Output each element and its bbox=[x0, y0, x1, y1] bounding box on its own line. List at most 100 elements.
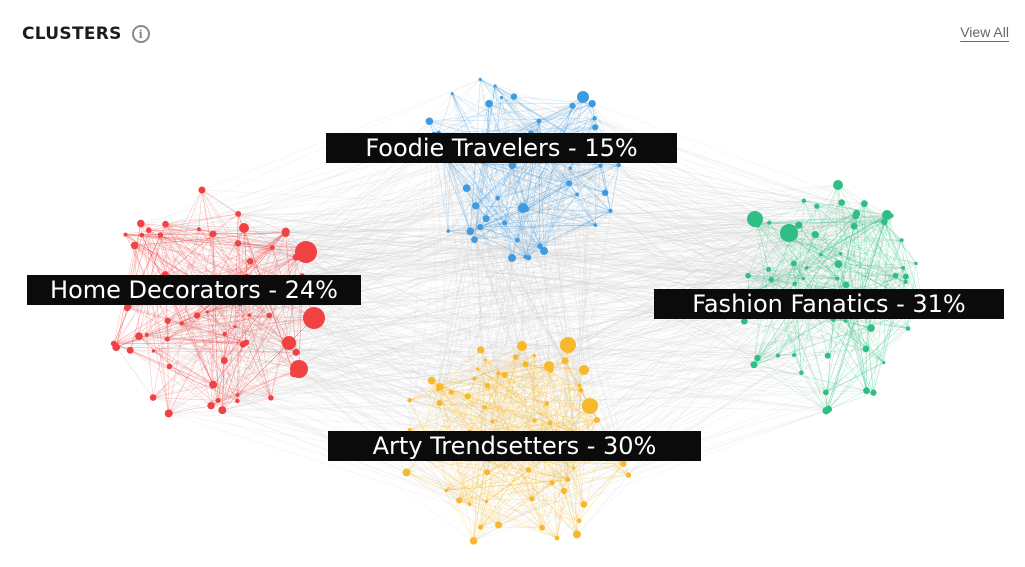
cluster-node bbox=[517, 341, 527, 351]
cluster-node bbox=[819, 252, 823, 257]
cluster-node bbox=[566, 180, 573, 187]
cluster-node bbox=[137, 219, 145, 228]
cluster-node bbox=[792, 352, 797, 357]
cluster-node bbox=[576, 518, 582, 524]
cluster-node bbox=[892, 272, 899, 279]
cluster-node bbox=[437, 384, 441, 388]
cluster-node bbox=[164, 317, 171, 324]
cluster-node bbox=[523, 254, 528, 259]
view-all-link[interactable]: View All bbox=[960, 24, 1009, 40]
cluster-node bbox=[792, 281, 798, 287]
cluster-node bbox=[767, 220, 772, 225]
cluster-node bbox=[469, 537, 478, 545]
cluster-node bbox=[561, 357, 569, 365]
cluster-label-foodie-travelers[interactable]: Foodie Travelers - 15% bbox=[326, 133, 677, 163]
cluster-node bbox=[482, 405, 487, 410]
cluster-node bbox=[303, 307, 325, 329]
cluster-node bbox=[215, 397, 221, 404]
cluster-label-home-decorators[interactable]: Home Decorators - 24% bbox=[27, 275, 361, 305]
cluster-node bbox=[179, 321, 184, 326]
cluster-node bbox=[144, 332, 149, 337]
cluster-node bbox=[268, 395, 274, 401]
cluster-node bbox=[162, 220, 169, 228]
cluster-node bbox=[164, 336, 170, 342]
cluster-node bbox=[467, 502, 472, 507]
cluster-node bbox=[471, 236, 478, 244]
cluster-node bbox=[565, 477, 571, 483]
cluster-label-arty-trendsetters[interactable]: Arty Trendsetters - 30% bbox=[328, 431, 701, 461]
cluster-node bbox=[532, 353, 536, 358]
cluster-node bbox=[247, 313, 252, 317]
cluster-node bbox=[901, 265, 906, 270]
cluster-node bbox=[472, 376, 477, 381]
cluster-node bbox=[209, 380, 218, 389]
cluster-node bbox=[577, 91, 589, 103]
cluster-node bbox=[218, 406, 227, 415]
cluster-node bbox=[790, 260, 797, 267]
cluster-node bbox=[448, 389, 454, 395]
cluster-node bbox=[508, 254, 516, 262]
cluster-node bbox=[592, 124, 599, 131]
cluster-node bbox=[608, 208, 613, 214]
cluster-node bbox=[824, 352, 831, 359]
cluster-node bbox=[579, 365, 589, 375]
cluster-node bbox=[234, 240, 242, 247]
cluster-node bbox=[157, 232, 164, 238]
cluster-node bbox=[496, 371, 501, 376]
info-icon[interactable]: i bbox=[131, 25, 150, 43]
cluster-node bbox=[243, 339, 250, 346]
cluster-node bbox=[593, 416, 600, 424]
cluster-node bbox=[436, 400, 443, 407]
cluster-node bbox=[126, 346, 134, 354]
cluster-node bbox=[862, 345, 870, 353]
cluster-node bbox=[843, 319, 848, 323]
cluster-node bbox=[290, 360, 308, 378]
cluster-node bbox=[444, 488, 449, 493]
cluster-node bbox=[801, 276, 806, 281]
cluster-node bbox=[592, 115, 597, 121]
cluster-node bbox=[822, 389, 829, 396]
cluster-node bbox=[842, 281, 850, 289]
cluster-node bbox=[814, 203, 820, 209]
cluster-node bbox=[269, 245, 275, 250]
cluster-node bbox=[525, 467, 532, 473]
cluster-node bbox=[867, 324, 875, 332]
cluster-node bbox=[860, 200, 868, 208]
cluster-node bbox=[549, 480, 555, 486]
cluster-label-fashion-fanatics[interactable]: Fashion Fanatics - 31% bbox=[654, 289, 1004, 319]
cluster-node bbox=[799, 370, 804, 376]
cluster-node bbox=[899, 238, 904, 243]
cluster-node bbox=[582, 398, 598, 414]
cluster-node bbox=[485, 99, 493, 108]
cluster-node bbox=[863, 387, 870, 395]
cluster-node bbox=[577, 383, 582, 388]
cluster-node bbox=[834, 260, 843, 268]
cluster-node bbox=[588, 99, 596, 108]
cluster-node bbox=[477, 346, 485, 354]
cluster-node bbox=[508, 161, 517, 170]
cluster-node bbox=[484, 499, 489, 504]
cluster-node bbox=[544, 401, 550, 406]
cluster-node bbox=[870, 389, 877, 396]
cluster-node bbox=[164, 409, 173, 418]
cluster-node bbox=[625, 472, 632, 478]
cluster-node bbox=[493, 84, 497, 88]
cluster-node bbox=[537, 243, 543, 249]
cluster-node bbox=[560, 487, 568, 495]
cluster-node bbox=[547, 420, 553, 426]
cluster-node bbox=[151, 349, 156, 353]
cluster-node bbox=[575, 192, 580, 197]
cluster-node bbox=[482, 215, 490, 223]
cluster-node bbox=[295, 241, 317, 263]
cluster-node bbox=[246, 258, 254, 265]
cluster-node bbox=[780, 224, 798, 242]
cluster-node bbox=[580, 500, 588, 508]
cluster-node bbox=[905, 326, 911, 331]
cluster-node bbox=[446, 229, 451, 233]
cluster-node bbox=[495, 521, 503, 529]
cluster-node bbox=[477, 224, 484, 231]
cluster-node bbox=[560, 337, 576, 353]
cluster-node bbox=[839, 252, 843, 256]
cluster-node bbox=[490, 419, 495, 424]
cluster-node bbox=[135, 332, 143, 341]
